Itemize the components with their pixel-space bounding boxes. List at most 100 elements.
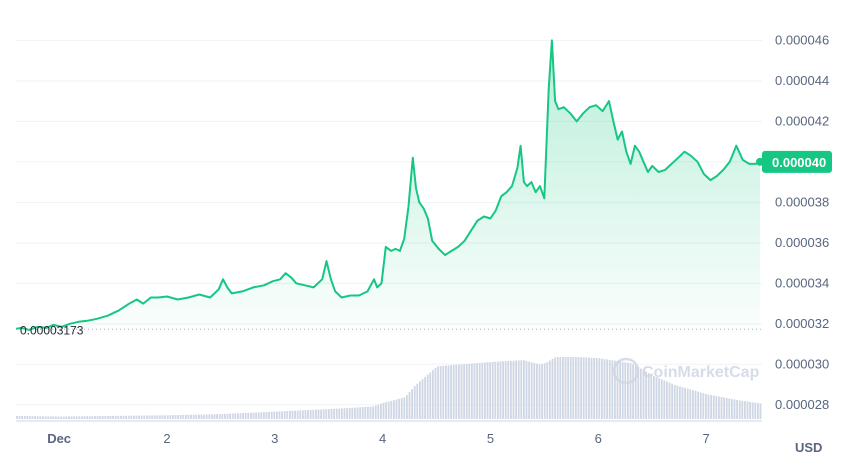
volume-bar: [585, 357, 588, 419]
volume-bar: [741, 400, 744, 419]
volume-bar: [335, 408, 338, 419]
volume-bar: [260, 412, 263, 419]
volume-bar: [278, 411, 281, 419]
volume-bar: [114, 415, 117, 419]
volume-bar: [328, 409, 330, 419]
x-tick-label: 7: [702, 431, 709, 446]
volume-bar: [710, 394, 712, 419]
volume-bar: [96, 416, 99, 419]
volume-bar: [468, 363, 471, 419]
volume-bar: [627, 362, 629, 419]
volume-bar: [668, 382, 671, 419]
volume-bar: [619, 361, 621, 419]
volume-bar: [543, 363, 546, 419]
volume-bar: [424, 376, 426, 419]
volume-bar: [528, 361, 530, 419]
volume-bar: [437, 366, 439, 419]
volume-bar: [21, 415, 23, 419]
volume-bar: [655, 377, 658, 419]
volume-bar: [530, 362, 533, 419]
price-line[interactable]: [15, 39, 761, 331]
volume-bar: [515, 360, 517, 419]
x-tick-label: 5: [487, 431, 494, 446]
volume-bar: [112, 415, 114, 419]
volume-bar: [681, 387, 684, 419]
current-price-tag: 0.000040: [756, 150, 832, 173]
volume-bar: [390, 400, 393, 419]
volume-bar: [679, 386, 681, 419]
volume-bar: [250, 412, 252, 419]
volume-bar: [377, 404, 380, 419]
volume-bar: [507, 360, 510, 419]
volume-bar: [749, 401, 751, 419]
volume-bar: [309, 409, 312, 419]
volume-bar: [614, 360, 616, 419]
volume-bar: [333, 408, 335, 419]
volume-bar: [632, 364, 634, 419]
volume-bar: [346, 408, 348, 419]
volume-bar: [439, 366, 442, 419]
volume-bar: [369, 406, 372, 419]
volume-bar: [273, 411, 276, 419]
volume-bar: [702, 393, 705, 419]
volume-bar: [88, 416, 91, 419]
volume-bar: [723, 397, 725, 419]
volume-bar: [57, 416, 60, 419]
volume-bar: [44, 416, 47, 419]
volume-bar: [221, 414, 224, 419]
volume-bar: [247, 412, 250, 419]
volume-bar: [122, 415, 125, 419]
volume-bar: [432, 370, 434, 419]
volume-bar: [359, 407, 361, 419]
volume-bar: [70, 416, 73, 419]
volume-bar: [575, 357, 577, 419]
volume-bar: [497, 361, 499, 419]
volume-bar: [510, 360, 512, 419]
volume-bar: [634, 365, 637, 419]
x-axis: Dec 2 3 4 5 6 7: [47, 431, 710, 446]
volume-bar: [413, 386, 416, 419]
volume-bar: [127, 415, 130, 419]
volume-bar: [465, 363, 468, 419]
volume-bar: [478, 362, 481, 419]
volume-bar: [684, 387, 686, 419]
volume-bar: [608, 359, 611, 419]
volume-bar: [68, 416, 70, 419]
volume-bar: [744, 401, 746, 419]
volume-bar: [302, 410, 304, 419]
volume-bar: [541, 363, 543, 419]
volume-bar: [611, 360, 614, 419]
volume-bar: [637, 367, 640, 419]
volume-bar: [101, 416, 104, 419]
volume-bar: [580, 357, 582, 419]
volume-bar: [294, 410, 296, 419]
volume-bar: [216, 414, 218, 419]
volume-bar: [567, 357, 569, 419]
volume-bar: [164, 415, 166, 419]
x-tick-label: 3: [271, 431, 278, 446]
volume-bar: [429, 372, 432, 419]
volume-bar: [18, 415, 21, 419]
volume-bar: [341, 408, 343, 419]
volume-bar: [746, 401, 749, 419]
volume-bar: [224, 413, 226, 419]
volume-bar: [187, 414, 190, 419]
volume-bar: [673, 384, 676, 419]
x-tick-label: Dec: [47, 431, 71, 446]
volume-bar: [624, 362, 627, 419]
volume-bar: [754, 402, 757, 419]
volume-bar: [99, 416, 101, 419]
volume-bar: [676, 385, 679, 419]
volume-bar: [34, 416, 36, 419]
volume-bar: [52, 416, 55, 419]
volume-bar: [715, 395, 718, 419]
volume-bar: [304, 410, 307, 419]
volume-bar: [62, 416, 65, 419]
volume-bar: [601, 358, 603, 419]
volume-bar: [554, 357, 556, 419]
volume-bar: [237, 413, 239, 419]
volume-bar: [455, 364, 458, 419]
volume-bar: [395, 399, 398, 419]
volume-bar: [289, 410, 291, 419]
y-tick-label: 0.000032: [775, 316, 829, 331]
